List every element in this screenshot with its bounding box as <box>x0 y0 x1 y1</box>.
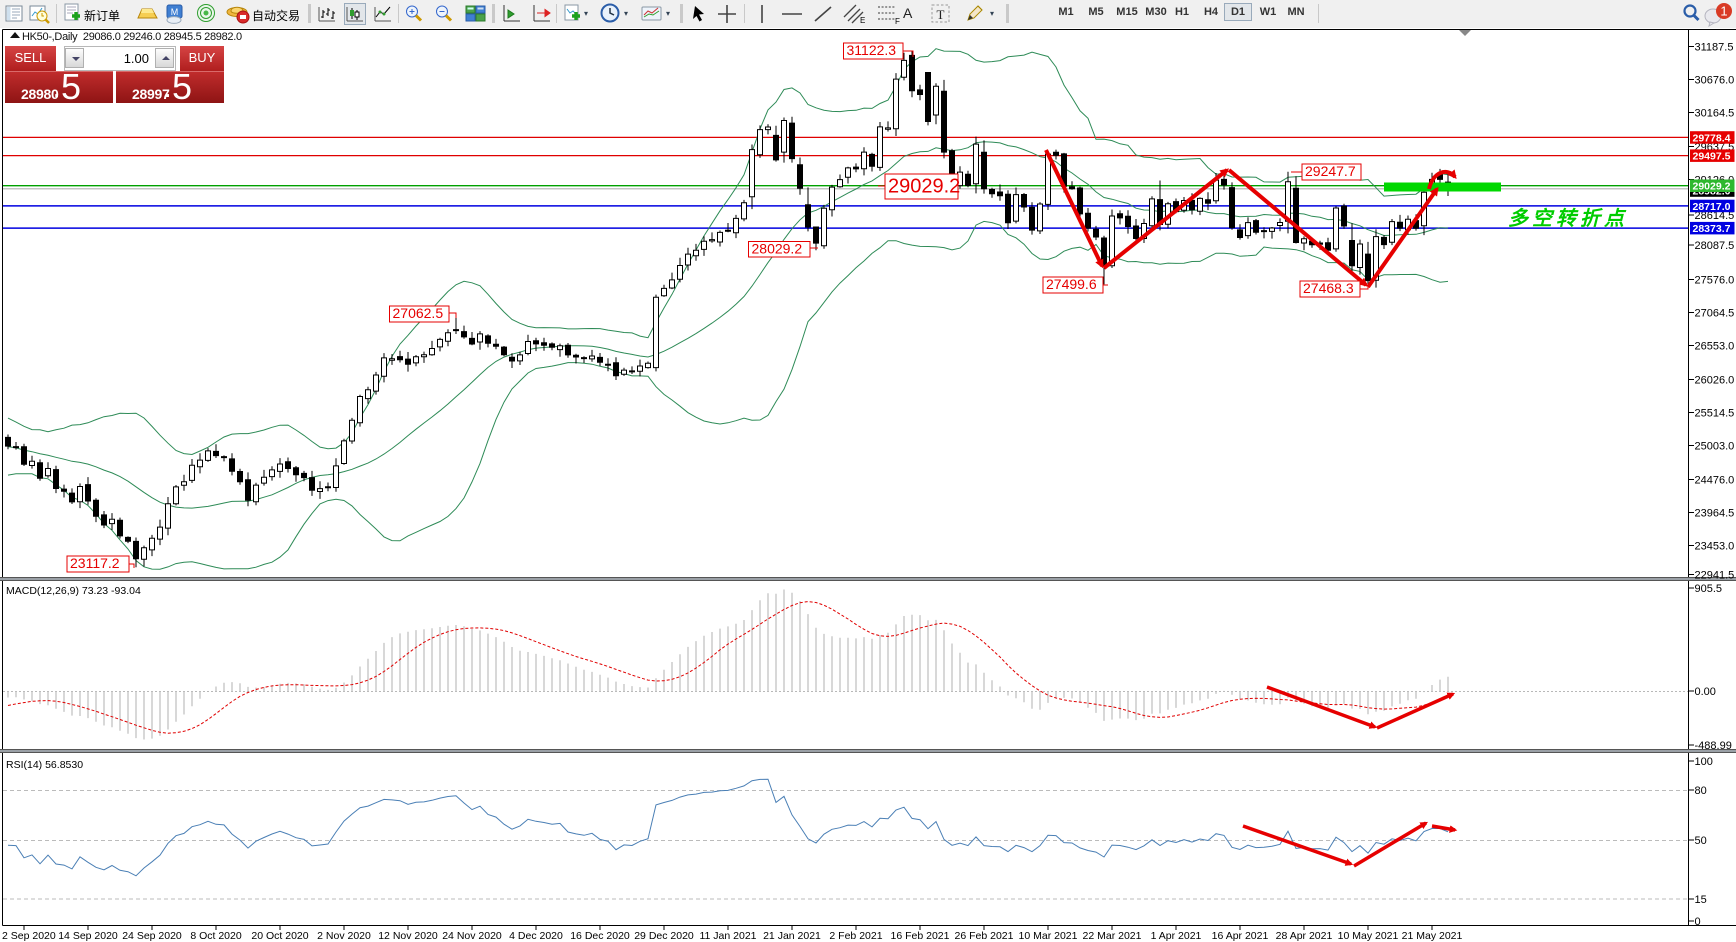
svg-text:E: E <box>860 16 865 25</box>
svg-text:8 Oct 2020: 8 Oct 2020 <box>190 930 242 942</box>
svg-text:15: 15 <box>1695 894 1707 906</box>
svg-text:24 Nov 2020: 24 Nov 2020 <box>442 930 502 942</box>
svg-text:100: 100 <box>1695 756 1713 768</box>
svg-text:12 Nov 2020: 12 Nov 2020 <box>378 930 438 942</box>
svg-text:30676.0: 30676.0 <box>1695 75 1735 87</box>
svg-text:28614.5: 28614.5 <box>1695 210 1735 222</box>
svg-text:29247.7: 29247.7 <box>1305 163 1356 179</box>
svg-text:24476.0: 24476.0 <box>1695 475 1735 487</box>
svg-text:27064.5: 27064.5 <box>1695 308 1735 320</box>
svg-text:24 Sep 2020: 24 Sep 2020 <box>122 930 182 942</box>
svg-text:29029.2: 29029.2 <box>1693 181 1731 193</box>
svg-text:28373.7: 28373.7 <box>1693 223 1731 235</box>
svg-text:27499.6: 27499.6 <box>1046 276 1097 292</box>
svg-text:22941.5: 22941.5 <box>1695 570 1735 582</box>
svg-text:MACD(12,26,9) 73.23 -93.04: MACD(12,26,9) 73.23 -93.04 <box>6 585 141 597</box>
svg-text:31187.5: 31187.5 <box>1695 42 1734 54</box>
svg-text:28717.0: 28717.0 <box>1693 201 1731 213</box>
svg-text:21 May 2021: 21 May 2021 <box>1402 930 1463 942</box>
svg-text:HK50-,Daily 29086.0 29246.0 2: HK50-,Daily 29086.0 29246.0 28945.5 2898… <box>22 31 242 43</box>
svg-text:23964.5: 23964.5 <box>1695 508 1735 520</box>
svg-text:T: T <box>937 7 945 22</box>
svg-text:M: M <box>171 7 179 17</box>
svg-text:0.00: 0.00 <box>1695 686 1716 698</box>
svg-text:80: 80 <box>1695 785 1707 797</box>
svg-text:25003.0: 25003.0 <box>1695 441 1735 453</box>
svg-text:1 Apr 2021: 1 Apr 2021 <box>1151 930 1202 942</box>
svg-text:27468.3: 27468.3 <box>1303 280 1354 296</box>
svg-text:905.5: 905.5 <box>1695 583 1723 595</box>
svg-text:2 Sep 2020: 2 Sep 2020 <box>2 930 56 942</box>
svg-text:26553.0: 26553.0 <box>1695 341 1735 353</box>
svg-text:16 Dec 2020: 16 Dec 2020 <box>570 930 630 942</box>
svg-text:28 Apr 2021: 28 Apr 2021 <box>1276 930 1333 942</box>
svg-text:27062.5: 27062.5 <box>393 305 444 321</box>
svg-text:28029.2: 28029.2 <box>752 240 803 256</box>
svg-text:23453.0: 23453.0 <box>1695 541 1735 553</box>
svg-text:11 Jan 2021: 11 Jan 2021 <box>699 930 756 942</box>
svg-text:0: 0 <box>1695 916 1701 928</box>
svg-text:-488.99: -488.99 <box>1695 740 1732 752</box>
svg-text:10 May 2021: 10 May 2021 <box>1338 930 1399 942</box>
svg-text:23117.2: 23117.2 <box>70 555 120 571</box>
svg-text:50: 50 <box>1695 835 1707 847</box>
svg-text:26026.0: 26026.0 <box>1695 375 1735 387</box>
svg-text:29 Dec 2020: 29 Dec 2020 <box>634 930 694 942</box>
svg-text:2 Feb 2021: 2 Feb 2021 <box>829 930 882 942</box>
svg-text:14 Sep 2020: 14 Sep 2020 <box>58 930 118 942</box>
svg-text:RSI(14) 56.8530: RSI(14) 56.8530 <box>6 759 83 771</box>
svg-text:多空转折点: 多空转折点 <box>1508 207 1628 230</box>
svg-text:31122.3: 31122.3 <box>847 42 897 58</box>
svg-text:1: 1 <box>1720 4 1727 19</box>
svg-text:28087.5: 28087.5 <box>1695 240 1735 252</box>
svg-text:16 Apr 2021: 16 Apr 2021 <box>1212 930 1269 942</box>
svg-text:16 Feb 2021: 16 Feb 2021 <box>891 930 950 942</box>
svg-text:4 Dec 2020: 4 Dec 2020 <box>509 930 563 942</box>
svg-text:25514.5: 25514.5 <box>1695 408 1735 420</box>
svg-text:F: F <box>895 17 900 25</box>
svg-text:26 Feb 2021: 26 Feb 2021 <box>955 930 1014 942</box>
svg-text:30164.5: 30164.5 <box>1695 108 1735 120</box>
svg-text:21 Jan 2021: 21 Jan 2021 <box>763 930 821 942</box>
svg-text:29778.4: 29778.4 <box>1693 132 1731 144</box>
svg-text:29029.2: 29029.2 <box>888 176 960 198</box>
svg-text:29497.5: 29497.5 <box>1693 151 1731 163</box>
svg-text:22 Mar 2021: 22 Mar 2021 <box>1083 930 1142 942</box>
svg-text:20 Oct 2020: 20 Oct 2020 <box>251 930 308 942</box>
svg-text:27576.0: 27576.0 <box>1695 275 1735 287</box>
svg-text:10 Mar 2021: 10 Mar 2021 <box>1019 930 1078 942</box>
svg-text:2 Nov 2020: 2 Nov 2020 <box>317 930 371 942</box>
